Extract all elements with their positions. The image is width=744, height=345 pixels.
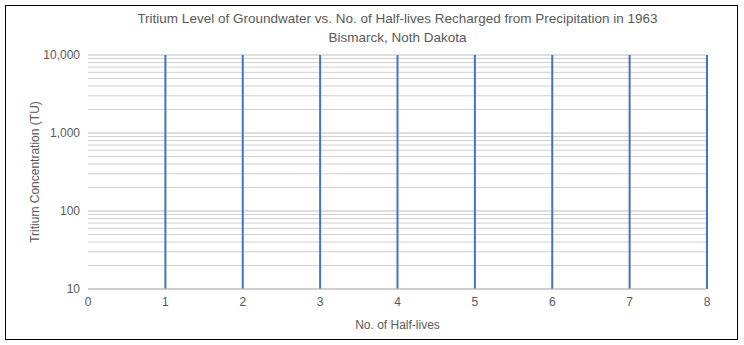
- svg-text:7: 7: [626, 295, 633, 309]
- svg-text:5: 5: [472, 295, 479, 309]
- svg-text:2: 2: [239, 295, 246, 309]
- svg-text:3: 3: [317, 295, 324, 309]
- svg-text:100: 100: [60, 204, 80, 218]
- svg-text:6: 6: [549, 295, 556, 309]
- html-text:Tritium Concentration (TU): Tritium Concentration (TU): [28, 101, 42, 243]
- svg-text:8: 8: [704, 295, 711, 309]
- svg-text:10,000: 10,000: [43, 48, 80, 62]
- svg-text:1,000: 1,000: [50, 126, 80, 140]
- svg-text:0: 0: [85, 295, 92, 309]
- html-text:No. of Half-lives: No. of Half-lives: [355, 318, 440, 332]
- svg-text:1: 1: [162, 295, 169, 309]
- svg-text:10: 10: [67, 282, 81, 296]
- svg-text:4: 4: [394, 295, 401, 309]
- html-text:Bismarck, Noth Dakota: Bismarck, Noth Dakota: [328, 30, 467, 45]
- html-text:Tritium Level of Groundwater v: Tritium Level of Groundwater vs. No. of …: [137, 11, 658, 26]
